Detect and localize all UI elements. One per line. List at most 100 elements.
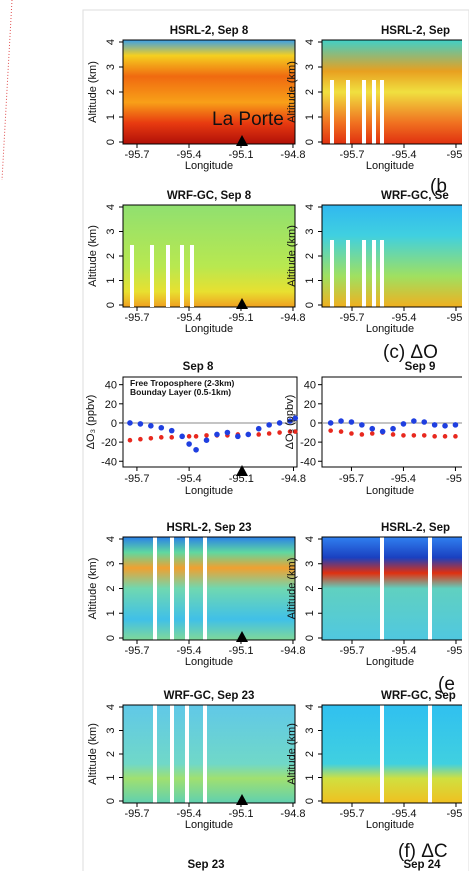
heatmap [322,40,462,144]
data-point [379,428,386,435]
x-tick-label: -95.1 [228,645,253,657]
data-point [127,420,133,426]
data-gap [203,705,207,803]
data-gap [153,537,157,640]
heatmap [322,537,462,640]
x-tick-label: -95.7 [124,149,149,161]
data-point [255,425,262,432]
y-axis-label: Altitude (km) [286,225,298,287]
data-gap [346,80,350,144]
data-point [266,431,272,436]
data-gap [380,240,384,307]
data-gap [190,245,194,307]
y-tick-label: -20 [300,437,316,449]
data-point [292,429,298,434]
data-point [235,433,241,440]
data-point [421,419,428,425]
data-point [463,423,469,429]
y-tick-label: 2 [105,89,117,95]
y-tick-label: 0 [304,798,316,804]
panel-title: Sep 9 [405,361,436,373]
data-point [400,421,407,427]
data-point [245,431,252,438]
y-tick-label: 4 [304,536,316,542]
y-tick-label: 3 [304,64,316,70]
x-tick-label: -95.4 [391,645,416,657]
x-axis-label: Longitude [185,485,233,497]
data-gap [428,537,432,640]
y-tick-label: 0 [105,798,117,804]
data-point [137,421,144,427]
panel-letter: (f) ΔC [398,841,448,862]
y-tick-label: 3 [304,228,316,234]
data-point [348,419,355,425]
data-gap [372,80,376,144]
x-tick-label: -95.7 [339,312,364,324]
y-tick-label: -40 [101,456,117,468]
data-point [127,437,133,443]
x-axis-label: Longitude [185,656,233,668]
y-tick-label: 2 [304,585,316,591]
y-tick-label: 1 [304,610,316,616]
x-tick-label: -95. [446,312,465,324]
x-tick-label: -95.7 [124,645,149,657]
data-point [390,425,396,432]
y-tick-label: 0 [105,139,117,145]
y-tick-label: 0 [304,302,316,308]
panel-letter: (b [430,176,447,197]
x-tick-label: -95.7 [124,808,149,820]
y-tick-label: 4 [105,536,117,542]
panel-title: HSRL-2, Sep 23 [167,522,252,534]
y-axis-label: ΔO₃ (ppbv) [284,395,296,450]
y-tick-label: 2 [105,751,117,757]
x-axis-label: Longitude [185,323,233,335]
panel-title: WRF-GC, Sep 23 [164,690,255,702]
x-tick-label: -95.4 [391,473,416,485]
data-point [432,434,437,439]
data-gap [166,245,170,307]
data-point [369,431,375,436]
heatmap [123,537,295,640]
data-point [287,429,293,434]
plot-border [122,376,298,468]
data-point [338,429,344,434]
data-point [148,423,154,429]
y-tick-label: 3 [105,228,117,234]
data-gap [203,537,207,640]
y-tick-label: 0 [310,418,316,430]
x-tick-label: -95.4 [391,312,416,324]
data-point [214,431,220,438]
data-gap [380,537,384,640]
heatmap [123,40,295,144]
panel-letter: (e [438,674,455,695]
x-axis-label: Longitude [366,485,414,497]
legend-entry: Bounday Layer (0.5-1km) [130,387,231,397]
x-axis-label: Longitude [366,323,414,335]
data-gap [330,240,334,307]
y-tick-label: 0 [111,418,117,430]
data-point [287,418,293,424]
x-tick-label: -95.4 [391,808,416,820]
data-gap [346,240,350,307]
y-tick-label: 20 [105,399,117,411]
x-tick-label: -95.1 [228,808,253,820]
y-tick-label: 3 [105,727,117,733]
y-tick-label: 4 [304,704,316,710]
data-point [186,441,192,447]
data-point [327,420,334,426]
data-point [442,434,448,439]
x-tick-label: -95.7 [124,473,149,485]
data-point [224,429,231,436]
y-tick-label: 2 [105,585,117,591]
x-tick-label: -95.7 [124,312,149,324]
y-tick-label: 1 [105,774,117,780]
data-gap [428,705,432,803]
x-tick-label: -95.4 [176,645,201,657]
y-axis-label: Altitude (km) [286,723,298,785]
y-axis-label: Altitude (km) [87,558,99,620]
data-point [359,422,365,428]
x-axis-label: Longitude [366,656,414,668]
data-point [276,420,283,426]
data-point [338,418,344,424]
x-tick-label: -94.8 [280,312,305,324]
